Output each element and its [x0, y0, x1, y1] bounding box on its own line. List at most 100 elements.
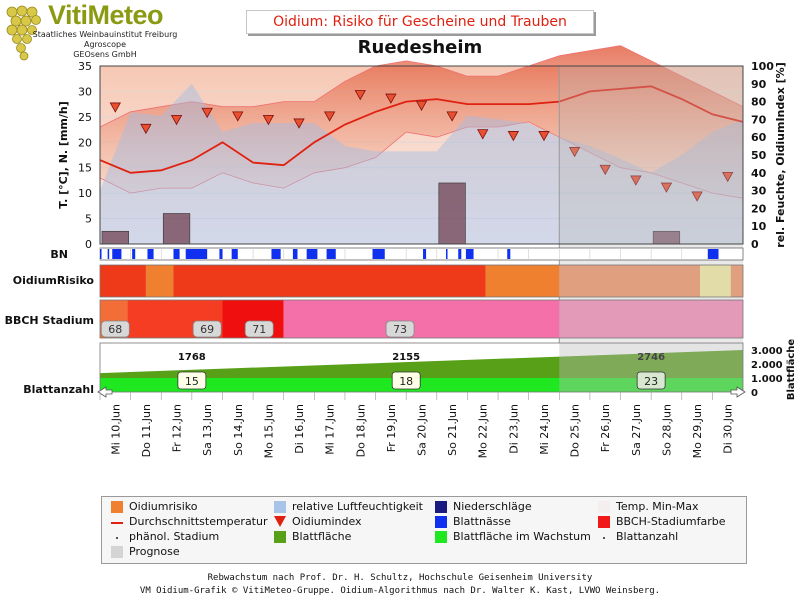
day-label: So 28.Jun	[660, 404, 673, 456]
day-label: Sa 27.Jun	[630, 404, 643, 456]
day-label: Fr 26.Jun	[599, 404, 612, 452]
blattnaesse-segment	[306, 249, 318, 259]
blattanzahl-label: Blattanzahl	[23, 383, 94, 396]
humidity-area	[100, 83, 743, 244]
legend-item: phänol. Stadium	[116, 530, 219, 543]
oidium-index-marker	[722, 171, 734, 183]
blattnaesse-segment	[271, 249, 281, 259]
oidium-risiko-segment	[145, 265, 174, 297]
left-axis-tick: 20	[78, 136, 92, 149]
day-label: Mi 10.Jun	[109, 404, 122, 455]
blattnaesse-segment	[372, 249, 385, 259]
bbch-stage-box	[100, 320, 130, 338]
chart-title: Oidium: Risiko für Gescheine und Trauben	[246, 10, 594, 34]
day-label: Sa 13.Jun	[201, 404, 214, 456]
oidium-index-marker	[630, 175, 642, 186]
legend-swatch	[598, 501, 610, 513]
oidium-index-marker	[599, 164, 611, 176]
temp-max-line	[99, 45, 744, 128]
legend-item: Niederschläge	[435, 500, 532, 513]
legend-label: Oidiumrisiko	[129, 500, 198, 513]
legend-item: Temp. Min-Max	[598, 500, 699, 513]
legend-swatch	[435, 531, 447, 543]
scroll-left-arrow-icon	[97, 386, 113, 398]
oidium-index-marker	[507, 131, 520, 142]
left-axis-tick: 25	[78, 111, 92, 124]
day-label: Sa 20.Jun	[416, 404, 429, 456]
day-label: Do 18.Jun	[354, 404, 367, 457]
left-axis-tick: 15	[78, 162, 92, 175]
day-label: Mi 17.Jun	[324, 404, 337, 455]
bbch-stage-label: 73	[393, 323, 407, 336]
oidium-risiko-strip	[99, 264, 744, 298]
legend-item: Blattfläche im Wachstum	[435, 530, 591, 543]
day-label: Di 16.Jun	[293, 404, 306, 454]
oidium-risiko-segment	[485, 265, 560, 297]
oidium-risiko-segment	[700, 265, 731, 297]
legend-item: Prognose	[111, 545, 180, 558]
day-label: Fr 12.Jun	[171, 404, 184, 452]
day-axis: Mi 10.Jun Do 11.Jun Fr 12.Jun Sa 13.Jun So 1…	[99, 392, 735, 458]
grape-logo-icon	[6, 5, 41, 61]
blattnaesse-segment	[112, 249, 122, 259]
legend-item: Blattnässe	[435, 515, 511, 528]
legend-item: Durchschnittstemperatur	[111, 515, 268, 528]
precipitation-bar	[438, 182, 466, 245]
blattnaesse-strip	[99, 247, 744, 261]
oidium-risiko-label: OidiumRisiko	[13, 274, 95, 287]
legend-item: Blattfläche	[274, 530, 351, 543]
legend-swatch	[111, 501, 123, 513]
day-label: Mo 29.Jun	[691, 404, 704, 458]
oidium-index-marker	[568, 147, 581, 158]
logo-geosens: GEOsens GmbH	[73, 50, 137, 59]
day-label: Fr 19.Jun	[385, 404, 398, 452]
bbch-segment	[283, 300, 560, 338]
left-axis-tick: 10	[78, 187, 92, 200]
bbch-stage-box	[244, 320, 274, 338]
leaf-axis-label: Blattfläche	[786, 339, 797, 401]
day-label: Mo 22.Jun	[477, 404, 490, 458]
oidium-index-marker	[201, 107, 213, 119]
precipitation-bar	[162, 213, 191, 245]
blattnaesse-segment	[100, 249, 102, 259]
average-temperature-line	[99, 85, 744, 174]
blattnaesse-segment	[173, 249, 180, 259]
leaf-count-label: 23	[644, 375, 658, 388]
blattflaeche-value: 1768	[178, 352, 206, 363]
blattnaesse-segment	[132, 249, 136, 259]
bbch-stage-label: 71	[252, 323, 266, 336]
day-label: So 21.Jun	[446, 404, 459, 456]
leaf-count-box	[391, 371, 421, 390]
blattnaesse-segment	[185, 249, 208, 259]
oidium-index-marker	[691, 191, 703, 202]
blattnaesse-segment	[107, 249, 110, 259]
blattnaesse-segment	[507, 249, 511, 259]
oidium-index-marker	[446, 111, 458, 122]
bbch-stage-label: 69	[200, 323, 214, 336]
right-axis-tick: 90	[751, 78, 767, 91]
legend-label: Prognose	[129, 545, 180, 558]
blattflaeche-wachstum-area	[100, 378, 743, 392]
legend-label: BBCH-Stadiumfarbe	[616, 515, 726, 528]
legend-label: Oidiumindex	[292, 515, 362, 528]
right-axis-tick: 100	[751, 60, 774, 73]
legend-item: Oidiumindex	[274, 515, 362, 528]
precipitation-bar	[101, 230, 129, 245]
legend-label: Blattfläche im Wachstum	[453, 530, 591, 543]
legend-label: Temp. Min-Max	[616, 500, 699, 513]
legend-swatch	[603, 537, 605, 539]
leaf-count-box	[177, 371, 207, 390]
day-label: Mi 24.Jun	[538, 404, 551, 455]
right-axis-tick: 40	[751, 167, 767, 180]
right-axis-tick: 60	[751, 131, 767, 144]
legend-label: Blattnässe	[453, 515, 511, 528]
blattnaesse-segment	[445, 249, 448, 259]
bbch-stage-label: 68	[108, 323, 122, 336]
blattnaesse-segment	[326, 249, 336, 259]
legend-label: Blattanzahl	[616, 530, 679, 543]
logo-institute: Staatliches Weinbauinstitut Freiburg	[32, 30, 178, 39]
day-label: Di 23.Jun	[507, 404, 520, 454]
bbch-stage-box	[192, 320, 222, 338]
day-label: Mo 15.Jun	[262, 404, 275, 458]
